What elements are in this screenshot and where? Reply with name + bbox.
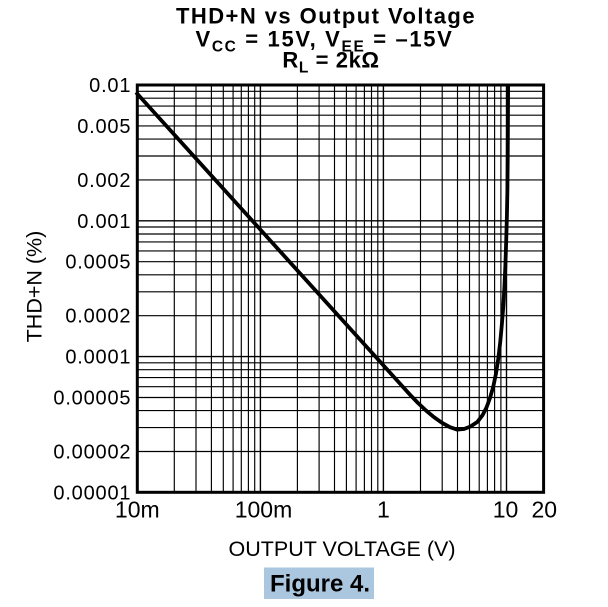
svg-text:Figure 4.: Figure 4.: [270, 571, 370, 598]
svg-text:0.002: 0.002: [77, 170, 131, 192]
svg-text:VCC = 15V, VEE = –15V: VCC = 15V, VEE = –15V: [196, 27, 454, 56]
svg-text:0.00001: 0.00001: [53, 482, 131, 504]
svg-text:THD+N vs Output Voltage: THD+N vs Output Voltage: [176, 4, 476, 29]
svg-text:20: 20: [532, 497, 558, 523]
svg-text:0.005: 0.005: [77, 116, 131, 138]
svg-text:THD+N (%): THD+N (%): [23, 231, 47, 343]
svg-text:0.0001: 0.0001: [65, 347, 131, 369]
svg-text:10: 10: [493, 497, 519, 523]
svg-text:0.0002: 0.0002: [65, 306, 131, 328]
svg-text:10m: 10m: [115, 497, 160, 523]
svg-text:1: 1: [377, 497, 390, 523]
svg-text:0.0005: 0.0005: [65, 252, 131, 274]
svg-text:RL = 2kΩ: RL = 2kΩ: [282, 48, 379, 77]
svg-text:0.00002: 0.00002: [53, 442, 131, 464]
svg-text:100m: 100m: [235, 497, 293, 523]
svg-text:OUTPUT VOLTAGE (V): OUTPUT VOLTAGE (V): [229, 537, 456, 561]
svg-text:0.00005: 0.00005: [53, 388, 131, 410]
svg-text:0.01: 0.01: [89, 75, 131, 97]
svg-text:0.001: 0.001: [77, 211, 131, 233]
